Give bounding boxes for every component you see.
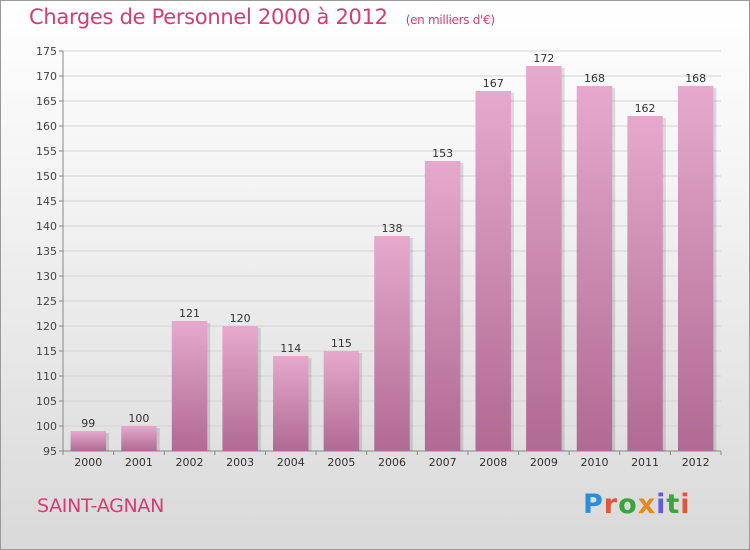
bar-2007 bbox=[424, 161, 461, 451]
chart-unit: (en milliers d'€) bbox=[405, 13, 495, 27]
bar-2002 bbox=[171, 321, 208, 451]
data-label: 120 bbox=[230, 312, 251, 325]
data-label: 100 bbox=[128, 412, 149, 425]
data-label: 172 bbox=[533, 52, 554, 65]
y-tick-label: 115 bbox=[36, 345, 57, 358]
logo-letter: r bbox=[603, 489, 619, 520]
bar-2012 bbox=[677, 86, 714, 451]
data-label: 168 bbox=[584, 72, 605, 85]
logo-letter: i bbox=[680, 489, 691, 520]
y-tick-label: 95 bbox=[43, 445, 57, 458]
x-tick-label: 2010 bbox=[580, 456, 608, 469]
y-tick-label: 100 bbox=[36, 420, 57, 433]
x-tick-label: 2003 bbox=[226, 456, 254, 469]
data-label: 138 bbox=[382, 222, 403, 235]
proxiti-logo: Proxiti bbox=[583, 489, 691, 520]
data-labels: 99 100 121 120 114 115 138 153 167 172 168 162 168 bbox=[81, 52, 706, 430]
x-tick-label: 2012 bbox=[682, 456, 710, 469]
chart-title-text: Charges de Personnel 2000 à 2012 bbox=[29, 5, 388, 29]
logo-letter: P bbox=[583, 489, 604, 520]
y-tick-label: 170 bbox=[36, 70, 57, 83]
data-label: 99 bbox=[81, 417, 95, 430]
bar-2001 bbox=[121, 426, 157, 451]
x-tick-label: 2002 bbox=[176, 456, 204, 469]
data-label: 162 bbox=[635, 102, 656, 115]
y-tick-label: 130 bbox=[36, 270, 57, 283]
bar-2004 bbox=[273, 356, 309, 451]
place-name: SAINT-AGNAN bbox=[37, 495, 165, 517]
bars bbox=[70, 66, 717, 451]
bar-2008 bbox=[475, 91, 511, 451]
chart-title: Charges de Personnel 2000 à 2012 (en mill… bbox=[29, 5, 495, 29]
logo-letter: t bbox=[666, 489, 681, 520]
data-label: 121 bbox=[179, 307, 200, 320]
data-label: 115 bbox=[331, 337, 352, 350]
logo-letter: x bbox=[637, 489, 657, 520]
y-tick-label: 145 bbox=[36, 195, 57, 208]
bar-2005 bbox=[323, 351, 360, 451]
y-tick-label: 110 bbox=[36, 370, 57, 383]
bar-2010 bbox=[576, 86, 613, 451]
bar-2009 bbox=[526, 66, 562, 451]
x-tick-label: 2009 bbox=[530, 456, 558, 469]
y-tick-label: 160 bbox=[36, 120, 57, 133]
y-tick-label: 105 bbox=[36, 395, 57, 408]
data-label: 114 bbox=[280, 342, 301, 355]
data-label: 167 bbox=[483, 77, 504, 90]
bar-2011 bbox=[627, 116, 663, 451]
x-tick-label: 2004 bbox=[277, 456, 305, 469]
y-tick-label: 120 bbox=[36, 320, 57, 333]
y-tick-label: 125 bbox=[36, 295, 57, 308]
y-tick-label: 165 bbox=[36, 95, 57, 108]
x-tick-label: 2000 bbox=[74, 456, 102, 469]
x-tick-label: 2001 bbox=[125, 456, 153, 469]
y-tick-label: 155 bbox=[36, 145, 57, 158]
logo-letter: i bbox=[656, 489, 667, 520]
y-tick-label: 150 bbox=[36, 170, 57, 183]
x-tick-label: 2006 bbox=[378, 456, 406, 469]
y-tick-label: 140 bbox=[36, 220, 57, 233]
data-label: 153 bbox=[432, 147, 453, 160]
x-tick-label: 2005 bbox=[327, 456, 355, 469]
bar-2000 bbox=[70, 431, 107, 451]
x-tick-label: 2008 bbox=[479, 456, 507, 469]
bar-2003 bbox=[222, 326, 258, 451]
data-label: 168 bbox=[685, 72, 706, 85]
x-tick-label: 2011 bbox=[631, 456, 659, 469]
y-tick-label: 175 bbox=[36, 45, 57, 58]
bar-2006 bbox=[374, 236, 410, 451]
x-tick-label: 2007 bbox=[429, 456, 457, 469]
y-tick-label: 135 bbox=[36, 245, 57, 258]
logo-letter: o bbox=[618, 489, 638, 520]
